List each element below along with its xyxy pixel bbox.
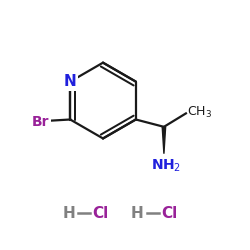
Text: H: H (62, 206, 75, 220)
Text: H: H (131, 206, 143, 220)
Text: Cl: Cl (92, 206, 109, 220)
Text: N: N (64, 74, 76, 89)
Text: Br: Br (32, 115, 50, 129)
Text: Cl: Cl (161, 206, 177, 220)
Text: CH$_3$: CH$_3$ (187, 104, 212, 120)
Text: NH$_2$: NH$_2$ (151, 158, 182, 174)
Polygon shape (162, 127, 166, 154)
